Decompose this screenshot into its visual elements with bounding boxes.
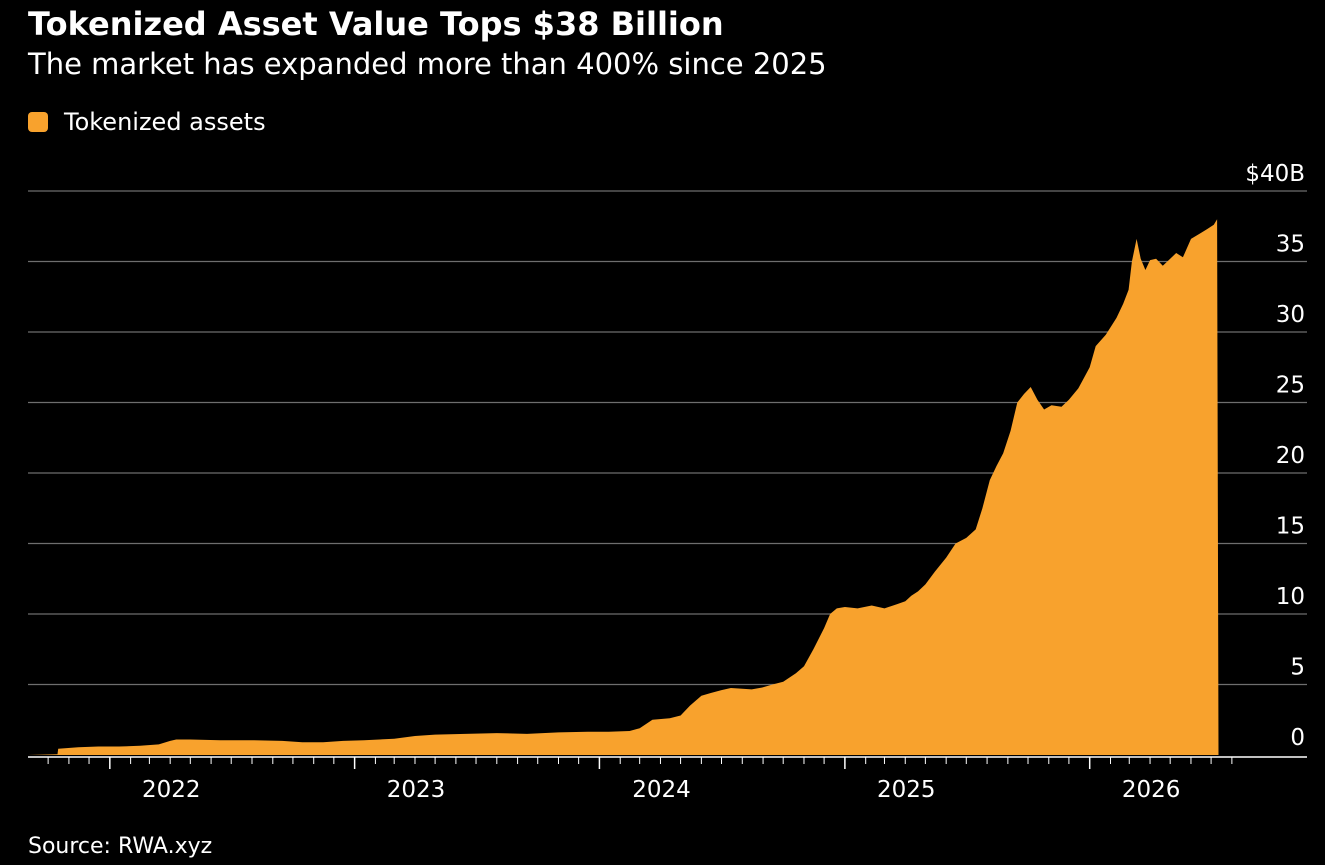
y-tick-label: 15: [1276, 514, 1305, 540]
series-layer: [28, 219, 1219, 755]
y-tick-label: 0: [1290, 725, 1305, 751]
y-axis: $40B 35 30 25 20 15 10 5 0: [1245, 161, 1305, 751]
y-tick-label: 35: [1276, 232, 1305, 258]
y-tick-label: 25: [1276, 373, 1305, 399]
x-tick-label: 2026: [1122, 777, 1181, 803]
legend-swatch: [28, 112, 48, 132]
y-tick-label: 5: [1290, 655, 1305, 681]
y-tick-label: $40B: [1245, 161, 1305, 187]
chart-title: Tokenized Asset Value Tops $38 Billion: [28, 5, 724, 43]
y-tick-label: 10: [1276, 584, 1305, 610]
y-tick-label: 30: [1276, 302, 1305, 328]
x-tick-label: 2022: [142, 777, 201, 803]
chart-subtitle: The market has expanded more than 400% s…: [28, 47, 827, 81]
x-tick-label: 2025: [877, 777, 936, 803]
series-area-tokenized-assets: [28, 219, 1219, 755]
y-tick-label: 20: [1276, 443, 1305, 469]
source-note: Source: RWA.xyz: [28, 834, 213, 859]
legend-label: Tokenized assets: [64, 108, 266, 136]
x-axis: 2022 2023 2024 2025 2026: [28, 756, 1307, 803]
x-tick-label: 2024: [632, 777, 691, 803]
x-tick-label: 2023: [387, 777, 446, 803]
legend: Tokenized assets: [28, 106, 266, 138]
